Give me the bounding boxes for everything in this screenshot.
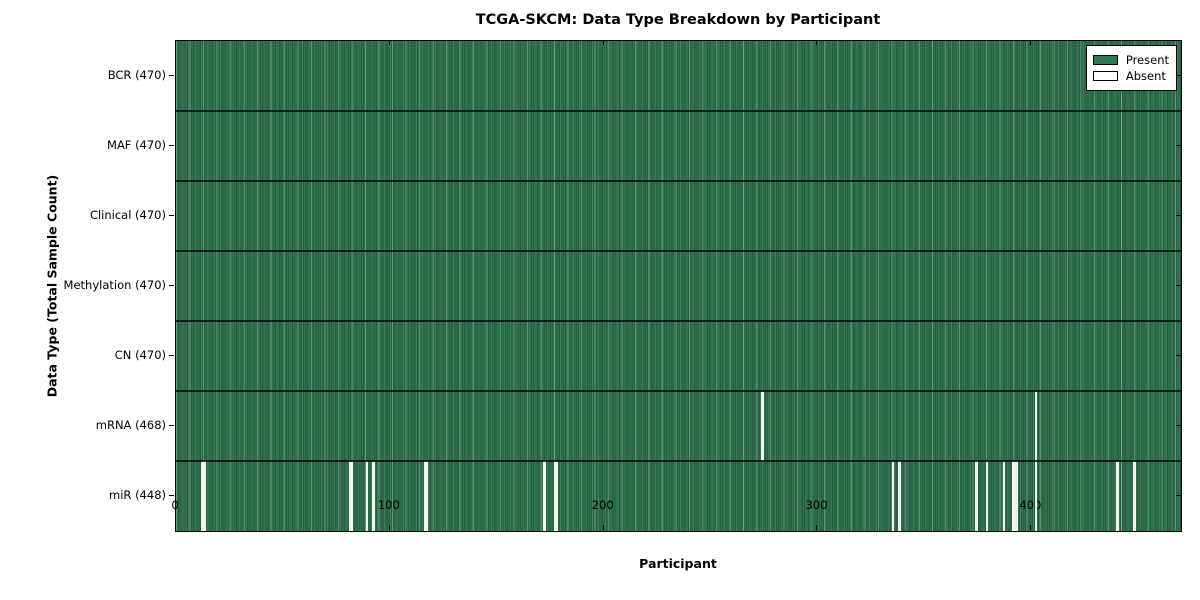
row-boundary-line: [176, 320, 1181, 322]
absent-mark: [203, 461, 206, 531]
absent-swatch: [1092, 71, 1118, 81]
y-tick-label: CN (470): [114, 348, 166, 362]
row-boundary-line: [176, 180, 1181, 182]
absent-mark: [201, 461, 204, 531]
absent-mark: [1133, 461, 1136, 531]
absent-mark: [1011, 461, 1014, 531]
absent-mark: [372, 461, 375, 531]
row-boundary-line: [176, 250, 1181, 252]
x-tick-label: 300: [805, 498, 828, 512]
row-boundary-line: [176, 110, 1181, 112]
absent-mark: [761, 391, 764, 461]
data-type-row: [176, 461, 1181, 531]
y-tick-left: [169, 425, 174, 426]
absent-mark: [556, 461, 559, 531]
legend-label: Present: [1125, 53, 1169, 67]
y-axis-title: Data Type (Total Sample Count): [44, 174, 60, 398]
row-boundary-line: [176, 390, 1181, 392]
row-boundary-line: [176, 460, 1181, 462]
absent-mark: [1003, 461, 1006, 531]
data-type-row: [176, 41, 1181, 111]
x-tick-label: 400: [1019, 498, 1042, 512]
absent-mark: [350, 461, 354, 531]
absent-mark: [348, 461, 351, 531]
x-tick-top: [1030, 40, 1032, 45]
absent-mark: [543, 461, 546, 531]
data-type-row: [176, 391, 1181, 461]
y-tick-label: Methylation (470): [63, 278, 166, 292]
absent-mark: [975, 461, 978, 531]
y-tick-right: [1176, 285, 1181, 286]
legend-entry: Absent: [1092, 69, 1169, 83]
y-tick-label: MAF (470): [107, 138, 166, 152]
y-tick-right: [1176, 425, 1181, 426]
y-tick-label: Clinical (470): [89, 208, 166, 222]
y-tick-right: [1176, 495, 1181, 496]
absent-mark: [553, 461, 557, 531]
absent-mark: [1035, 391, 1038, 461]
y-tick-left: [169, 75, 174, 76]
data-type-row: [176, 251, 1181, 321]
absent-mark: [891, 461, 895, 531]
y-tick-left: [169, 355, 174, 356]
absent-mark: [985, 461, 989, 531]
y-tick-left: [169, 215, 174, 216]
x-tick-bottom: [388, 525, 390, 530]
absent-mark: [1035, 461, 1038, 531]
legend-entry: Present: [1092, 53, 1169, 67]
x-tick-top: [388, 40, 390, 45]
data-type-row: [176, 181, 1181, 251]
y-tick-right: [1176, 75, 1181, 76]
absent-mark: [425, 461, 428, 531]
x-tick-label: 0: [171, 498, 179, 512]
y-tick-label: miR (448): [109, 488, 166, 502]
x-axis-title: Participant: [639, 556, 717, 571]
legend-box: Present Absent: [1085, 45, 1177, 91]
x-tick-label: 200: [591, 498, 614, 512]
present-swatch: [1092, 55, 1118, 65]
chart-title: TCGA-SKCM: Data Type Breakdown by Partic…: [475, 12, 881, 28]
x-tick-bottom: [175, 525, 176, 530]
plot-area: Present Absent: [175, 40, 1182, 532]
legend-label: Absent: [1125, 69, 1166, 83]
y-tick-left: [169, 285, 174, 286]
y-tick-right: [1176, 355, 1181, 356]
absent-mark: [1015, 461, 1019, 531]
absent-mark: [1013, 461, 1016, 531]
x-tick-bottom: [602, 525, 604, 530]
y-tick-right: [1176, 145, 1181, 146]
absent-mark: [423, 461, 426, 531]
x-tick-label: 100: [377, 498, 400, 512]
y-tick-label: BCR (470): [107, 68, 166, 82]
x-tick-bottom: [816, 525, 818, 530]
data-type-row: [176, 321, 1181, 391]
absent-mark: [898, 461, 901, 531]
y-tick-label: mRNA (468): [95, 418, 166, 432]
x-tick-top: [816, 40, 818, 45]
x-tick-bottom: [1030, 525, 1032, 530]
data-type-row: [176, 111, 1181, 181]
absent-mark: [1116, 461, 1119, 531]
y-tick-left: [169, 145, 174, 146]
x-tick-top: [602, 40, 604, 45]
y-tick-right: [1176, 215, 1181, 216]
y-tick-left: [169, 495, 174, 496]
absent-mark: [365, 461, 369, 531]
x-tick-top: [175, 40, 176, 45]
